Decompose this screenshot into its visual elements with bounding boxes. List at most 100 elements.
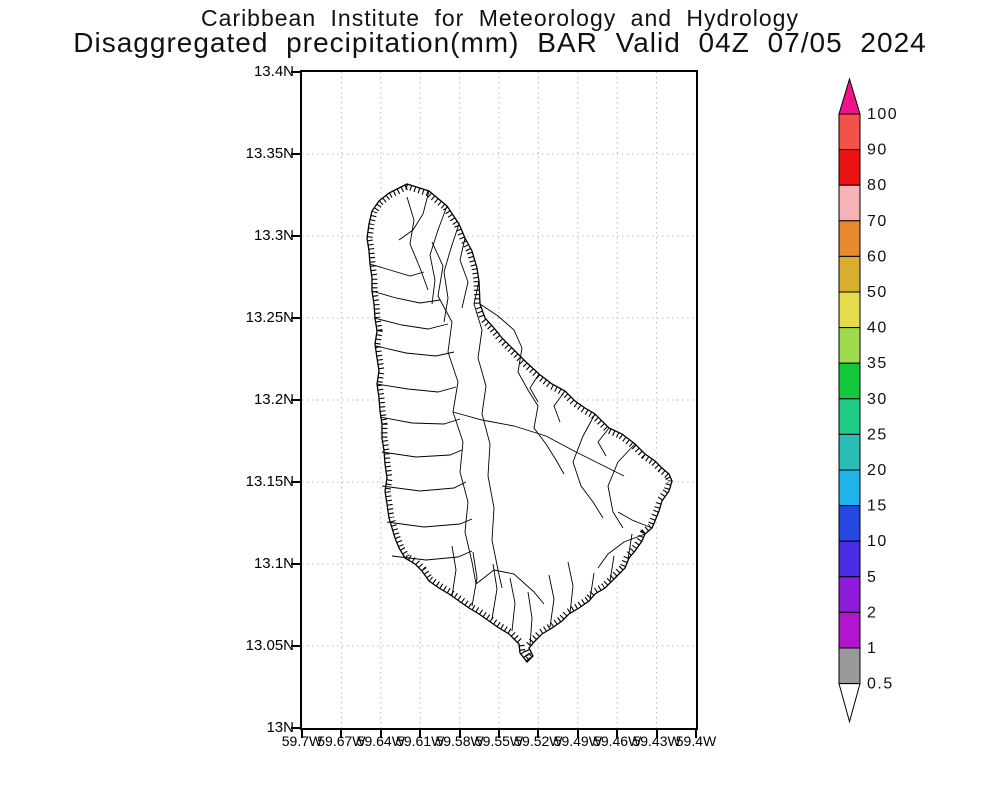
legend-value: 100 [867,106,898,123]
lon-tick [301,730,303,738]
watershed-line [379,416,461,425]
lat-tick [291,727,300,729]
watershed-line [371,290,441,304]
watershed-boundaries [369,190,653,647]
lat-tick [291,235,300,237]
legend-swatch [838,540,861,578]
watershed-line [529,373,540,403]
lon-label: 59.55W [474,733,524,749]
watershed-line [589,572,595,600]
lon-tick [340,730,343,738]
watershed-line [375,345,455,357]
island-map [366,183,673,663]
lon-label: 59.46W [593,733,642,749]
legend-value: 0.5 [867,676,894,693]
lon-label: 59.58W [435,733,484,749]
lon-label: 59.52W [514,733,563,749]
watershed-line [376,383,457,393]
watershed-line [381,449,463,458]
legend-value: 60 [867,248,888,265]
lon-label: 59.43W [632,733,681,749]
lon-tick [419,730,422,738]
watershed-line [572,413,604,519]
watershed-line [373,317,449,330]
lat-tick [291,317,300,319]
legend-swatch [838,433,861,471]
legend-swatch [838,291,861,329]
lat-label: 13.05N [245,637,294,654]
legend-value: 1 [867,640,877,657]
lat-label: 13.25N [245,309,294,326]
legend-value: 90 [867,142,888,159]
map-frame [300,70,698,730]
watershed-line [459,237,469,309]
watershed-line [491,563,498,620]
legend-value: 2 [867,604,877,621]
lat-tick [291,481,300,483]
legend-swatch [838,255,861,293]
lon-label: 59.49W [553,733,602,749]
legend-swatch [838,576,861,613]
lat-tick [291,71,300,73]
colorbar-arrow-up [838,77,861,115]
legend-value: 15 [867,498,888,515]
legend-swatch [838,113,861,151]
watershed-line [475,569,545,605]
lat-label: 13.35N [245,145,294,162]
lat-tick [291,153,300,155]
watershed-line [597,533,646,569]
watershed-line [391,550,473,561]
watershed-line [473,280,503,589]
lon-label: 59.7W [281,733,323,749]
watershed-line [567,561,574,614]
watershed-line [617,511,653,529]
colorbar: 100 90 80 70 60 50 40 35 30 25 20 15 10 5 2 1 0.5 [838,77,898,724]
lat-label: 13N [266,719,294,736]
watershed-line [609,555,615,582]
lat-label: 13.4N [253,63,294,80]
legend-value: 35 [867,355,888,372]
lon-tick [695,730,697,738]
watershed-line [527,591,533,647]
lon-tick [458,730,461,738]
watershed-line [509,577,516,632]
lat-tick [291,563,300,565]
legend-swatch [838,647,861,685]
watershed-line [406,196,429,291]
legend-value: 10 [867,533,888,550]
lon-tick [655,730,658,738]
watershed-line [597,427,610,457]
legend-value: 70 [867,213,888,230]
legend-swatch [838,398,861,435]
lon-label: 59.64W [356,733,405,749]
lat-label: 13.2N [253,391,294,408]
watershed-line [451,545,457,597]
lat-label: 13.15N [245,473,294,490]
page-title: Caribbean Institute for Meteorology and … [201,5,799,31]
legend-value: 5 [867,569,877,586]
lon-tick [379,730,382,738]
legend-swatch [838,149,861,186]
watershed-line [548,574,555,628]
legend-swatch [838,469,861,507]
watershed-line [479,303,565,475]
lat-tick [291,645,300,647]
watershed-line [381,481,467,492]
lon-tick [537,730,540,738]
page-subtitle: Disaggregated precipitation(mm) BAR Vali… [73,27,927,58]
lon-tick [498,730,500,738]
legend-swatch [838,362,861,400]
watershed-line [607,443,636,529]
legend-swatch [838,184,861,222]
lat-tick [291,399,300,401]
barbados-map [302,72,696,728]
lat-label: 13.3N [253,227,294,244]
watershed-line [553,390,566,423]
watershed-line [398,190,430,241]
legend-value: 40 [867,320,888,337]
legend-value: 80 [867,177,888,194]
watershed-line [443,223,460,323]
watershed-line [429,205,448,305]
legend-value: 25 [867,426,888,443]
